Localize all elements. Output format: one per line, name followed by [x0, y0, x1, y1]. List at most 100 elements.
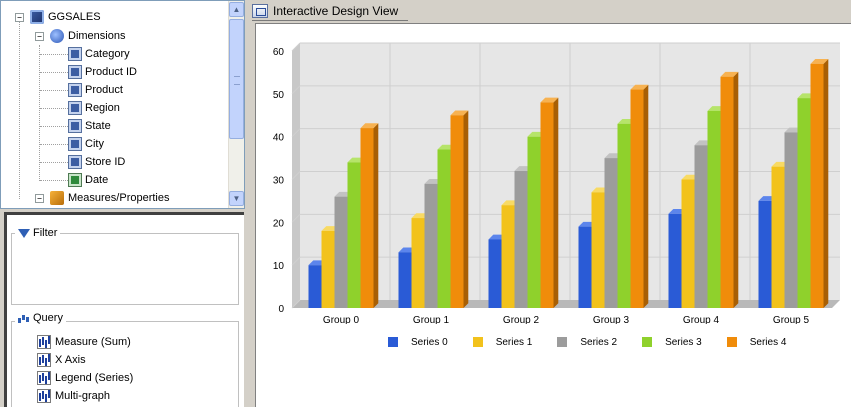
data-source-tree[interactable]: − GGSALES − Dimensions Category Product … [0, 0, 245, 209]
bar [437, 149, 451, 308]
tree-field-store-id[interactable]: Store ID [69, 153, 125, 171]
bar [527, 136, 541, 308]
legend-entry: Series 0 [388, 337, 448, 348]
multi-graph-icon [37, 389, 51, 403]
query-item-legend[interactable]: Legend (Series) [37, 369, 133, 387]
tree-field-category[interactable]: Category [69, 45, 130, 63]
tree-connector [40, 180, 68, 181]
scroll-down-icon[interactable]: ▼ [229, 191, 244, 206]
tree-field-label: City [85, 138, 104, 150]
legend-entry: Series 4 [726, 336, 787, 348]
bar [681, 179, 695, 308]
legend-swatch [388, 337, 398, 347]
bar-side [553, 97, 559, 308]
legend-entry: Series 2 [557, 337, 617, 348]
scroll-thumb[interactable] [229, 19, 244, 139]
bar [771, 166, 785, 308]
tree-field-state[interactable]: State [69, 117, 111, 135]
dimension-field-icon [69, 138, 81, 150]
filter-drop-area[interactable] [11, 233, 239, 305]
query-item-label: Legend (Series) [55, 372, 134, 384]
bar-side [643, 84, 649, 308]
legend-label: Series 0 [411, 336, 448, 348]
tree-field-date[interactable]: Date [69, 171, 108, 189]
collapse-toggle-icon[interactable]: − [15, 12, 24, 22]
dimension-field-icon [69, 48, 81, 60]
bar [578, 226, 592, 308]
query-title: Query [33, 312, 63, 324]
bar [720, 76, 734, 308]
bar-top [630, 84, 649, 90]
bar [398, 252, 412, 308]
chart-canvas[interactable]: 0 10 20 30 40 50 60 Group 0 Group 1 Group 2 Group … [255, 23, 851, 407]
bar [707, 110, 721, 308]
legend-swatch [472, 337, 483, 347]
collapse-toggle-icon[interactable]: − [35, 31, 44, 41]
bar [604, 158, 618, 308]
tree-connector [40, 90, 68, 91]
bar [334, 196, 348, 308]
scroll-up-icon[interactable]: ▲ [229, 2, 244, 17]
measures-icon [50, 191, 64, 205]
dimension-field-icon [69, 102, 81, 114]
x-tick-label: Group 5 [773, 315, 810, 324]
filter-group-title: Filter [15, 226, 61, 240]
query-item-x-axis[interactable]: X Axis [37, 351, 86, 369]
query-item-measure[interactable]: Measure (Sum) [37, 333, 131, 351]
y-tick-label: 40 [273, 133, 285, 144]
grid-line-side [291, 85, 301, 95]
bar [617, 123, 631, 308]
bar [424, 183, 438, 308]
bar [797, 98, 811, 308]
tree-connector [40, 126, 68, 127]
x-tick-label: Group 1 [413, 315, 450, 324]
tree-connector [40, 54, 68, 55]
tree-field-label: Product [85, 84, 123, 96]
tree-scrollbar[interactable]: ▲ ▼ [228, 1, 244, 208]
tree-field-region[interactable]: Region [69, 99, 120, 117]
x-tick-label: Group 4 [683, 315, 720, 324]
y-tick-label: 0 [278, 304, 284, 315]
bar-top [540, 97, 559, 103]
tree-field-label: Date [85, 174, 109, 186]
tree-connector [40, 162, 68, 163]
bar [360, 128, 374, 308]
panel-splitter[interactable] [246, 0, 251, 407]
query-group-title: Query [15, 311, 66, 325]
legend-swatch [557, 337, 568, 347]
legend-label: Series 1 [495, 336, 533, 348]
filter-title: Filter [33, 227, 58, 239]
bar-top [450, 110, 469, 116]
tree-field-product[interactable]: Product [69, 81, 123, 99]
bar [501, 205, 515, 308]
grid-line-side [291, 171, 301, 180]
collapse-toggle-icon[interactable]: − [35, 193, 44, 203]
header-divider [252, 20, 408, 21]
dimension-field-icon [69, 66, 81, 78]
bar [411, 218, 425, 308]
legend-icon [37, 371, 51, 385]
bar [347, 162, 361, 308]
bar-side [373, 123, 379, 308]
tree-field-product-id[interactable]: Product ID [69, 63, 137, 81]
grid-line-side [291, 42, 301, 52]
tree-node-dimensions[interactable]: − Dimensions [35, 27, 125, 45]
bar [321, 230, 335, 308]
query-item-multigraph[interactable]: Multi-graph [37, 387, 110, 405]
tree-node-measures[interactable]: − Measures/Properties [35, 189, 170, 207]
tree-field-label: Store ID [85, 156, 126, 168]
x-axis-icon [37, 353, 51, 367]
grid-line-side [291, 128, 301, 138]
legend-label: Series 4 [749, 336, 787, 348]
tree-node-ggsales[interactable]: − GGSALES [15, 8, 101, 26]
tree-connector [39, 45, 40, 181]
bar [694, 145, 708, 308]
measure-icon [37, 335, 51, 349]
tree-node-label: GGSALES [48, 11, 101, 23]
bar-top [360, 123, 379, 129]
query-drop-area[interactable] [11, 321, 239, 407]
grid-line-side [291, 256, 301, 266]
legend-swatch [726, 337, 737, 347]
bar-chart: 0 10 20 30 40 50 60 Group 0 Group 1 Group 2 Group … [273, 42, 840, 324]
tree-field-city[interactable]: City [69, 135, 104, 153]
